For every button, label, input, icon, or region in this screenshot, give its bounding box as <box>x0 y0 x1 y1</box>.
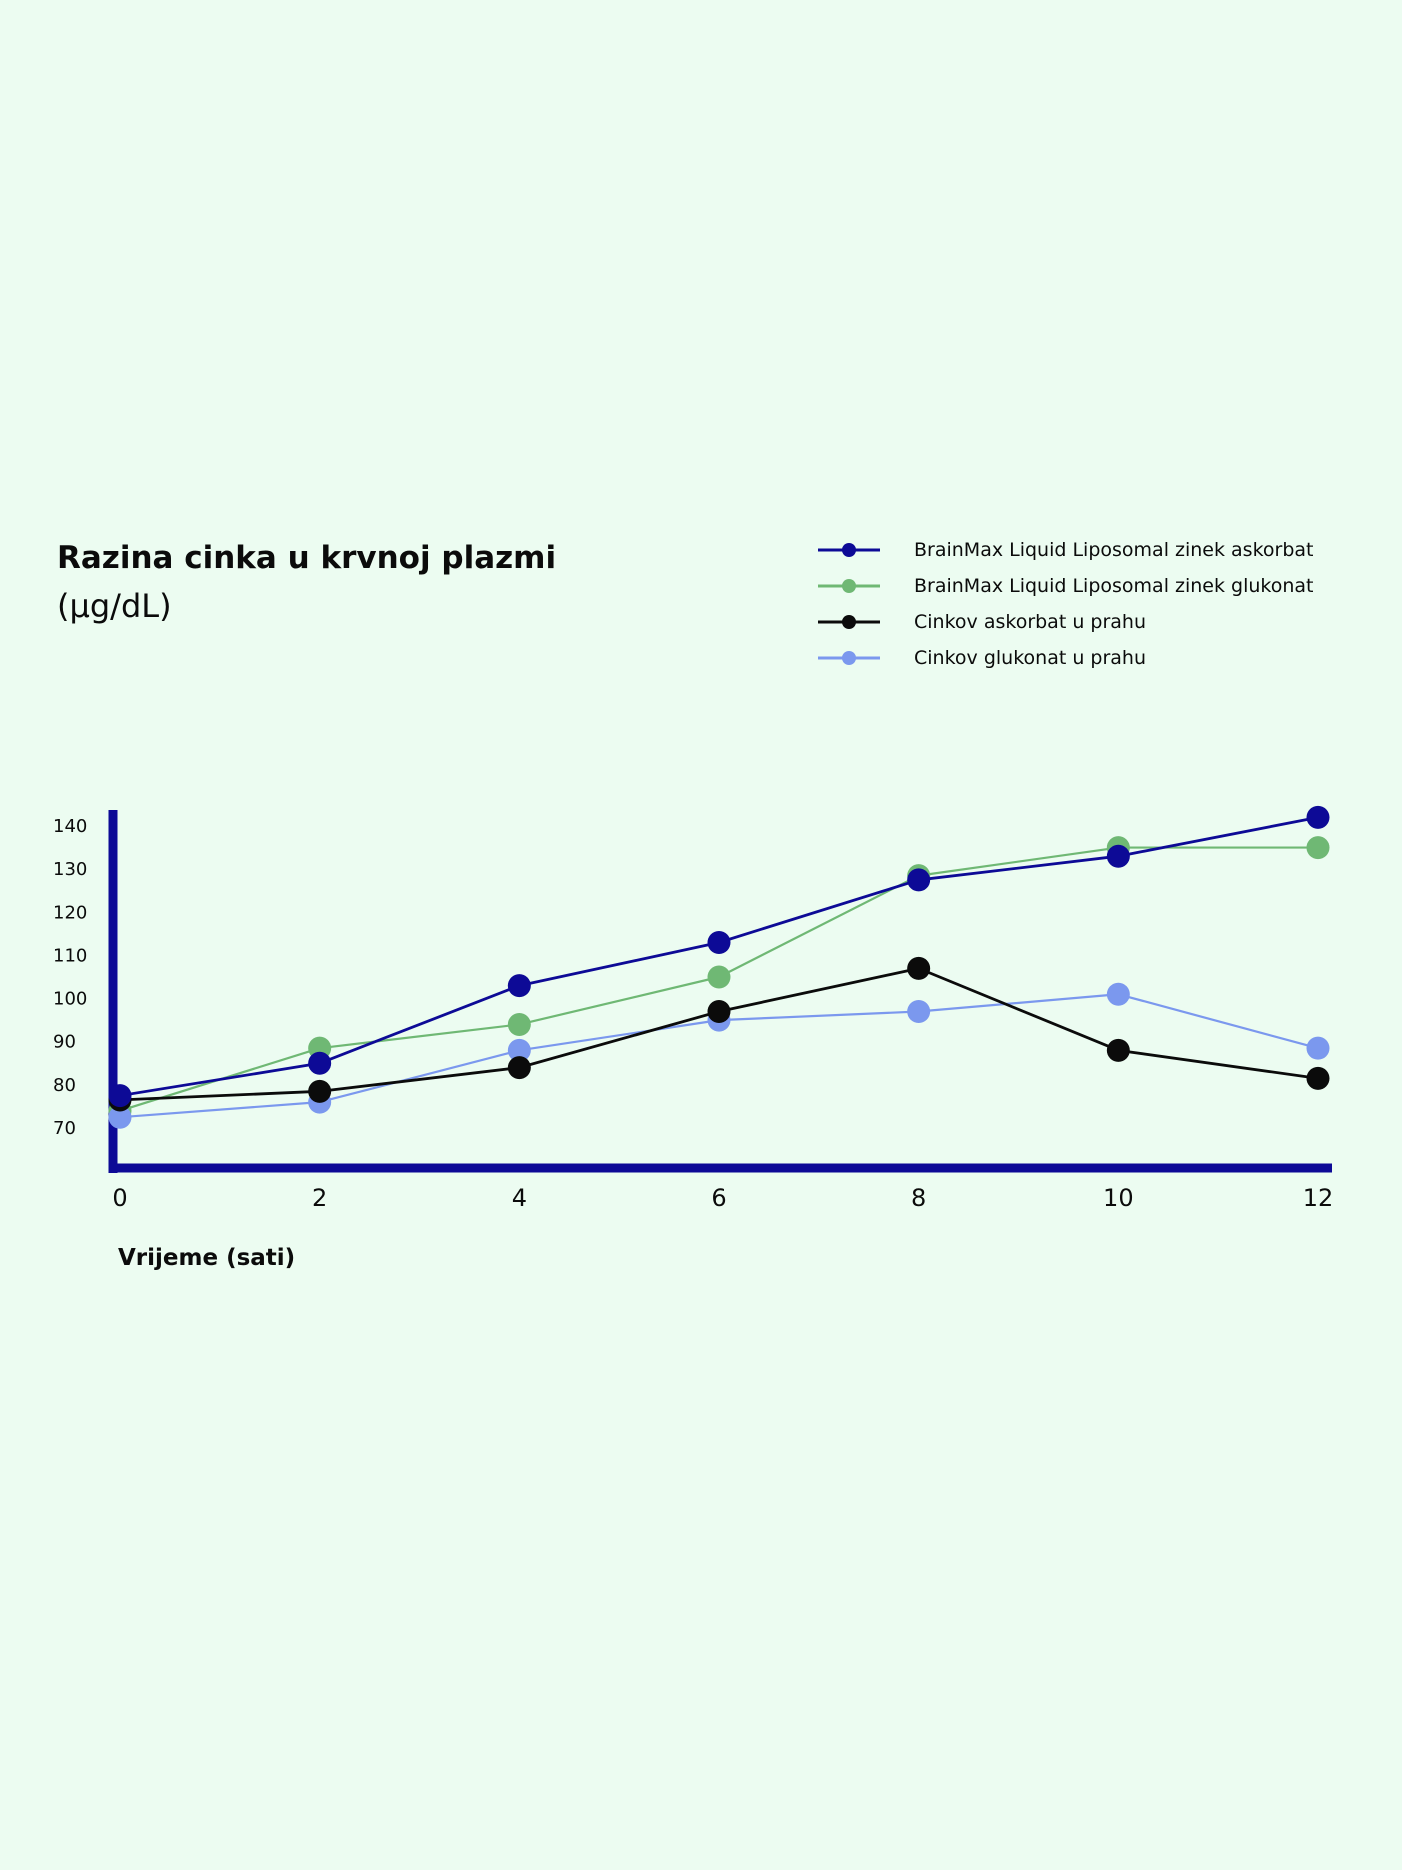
legend-swatch-marker <box>842 579 856 593</box>
legend-item: Cinkov glukonat u prahu <box>818 647 1146 669</box>
data-point <box>507 1056 531 1080</box>
x-tick-label: 4 <box>512 1184 527 1212</box>
chart-title: Razina cinka u krvnoj plazmi <box>57 540 556 576</box>
data-point <box>1306 1036 1330 1060</box>
chart-subtitle: (µg/dL) <box>57 587 172 625</box>
data-point <box>308 1051 332 1075</box>
data-point <box>507 974 531 998</box>
legend-swatch-marker <box>842 651 856 665</box>
data-point <box>1106 982 1130 1006</box>
y-tick-label: 110 <box>53 945 87 966</box>
legend-item: BrainMax Liquid Liposomal zinek askorbat <box>818 539 1314 561</box>
series-0 <box>108 805 1330 1108</box>
data-point <box>108 1084 132 1108</box>
data-point <box>707 1000 731 1024</box>
y-tick-label: 140 <box>53 816 87 837</box>
legend-swatch-marker <box>842 543 856 557</box>
data-point <box>1306 1066 1330 1090</box>
data-point <box>707 965 731 989</box>
legend-item: Cinkov askorbat u prahu <box>818 611 1146 633</box>
data-point <box>1106 1038 1130 1062</box>
legend-label: BrainMax Liquid Liposomal zinek askorbat <box>914 539 1314 561</box>
x-tick-label: 0 <box>112 1184 127 1212</box>
y-tick-label: 130 <box>53 859 87 880</box>
y-tick-label: 80 <box>53 1075 76 1096</box>
x-tick-label: 2 <box>312 1184 327 1212</box>
y-tick-label: 90 <box>53 1032 76 1053</box>
x-tick-label: 6 <box>711 1184 726 1212</box>
data-point <box>1306 836 1330 860</box>
data-point <box>907 868 931 892</box>
data-point <box>1106 844 1130 868</box>
legend-label: BrainMax Liquid Liposomal zinek glukonat <box>914 575 1314 597</box>
x-tick-label: 10 <box>1103 1184 1134 1212</box>
data-point <box>507 1012 531 1036</box>
data-point <box>907 1000 931 1024</box>
y-tick-label: 100 <box>53 989 87 1010</box>
series-2 <box>108 956 1330 1112</box>
y-tick-label: 70 <box>53 1118 76 1139</box>
data-point <box>1306 805 1330 829</box>
x-tick-label: 12 <box>1303 1184 1334 1212</box>
data-point <box>907 956 931 980</box>
legend-label: Cinkov askorbat u prahu <box>914 611 1146 633</box>
legend-swatch-marker <box>842 615 856 629</box>
legend-item: BrainMax Liquid Liposomal zinek glukonat <box>818 575 1314 597</box>
data-point <box>507 1038 531 1062</box>
data-point <box>108 1105 132 1129</box>
chart-legend: BrainMax Liquid Liposomal zinek askorbat… <box>818 539 1314 669</box>
data-point <box>308 1079 332 1103</box>
legend-label: Cinkov glukonat u prahu <box>914 647 1146 669</box>
y-axis-ticks: 140 130 120 110 100 90 80 70 <box>53 816 87 1139</box>
y-tick-label: 120 <box>53 902 87 923</box>
x-tick-label: 8 <box>911 1184 926 1212</box>
chart-axes <box>108 810 1332 1173</box>
x-axis-ticks: 0 2 4 6 8 10 12 <box>112 1184 1333 1212</box>
x-axis-label: Vrijeme (sati) <box>118 1245 295 1271</box>
data-point <box>707 930 731 954</box>
chart-series <box>108 805 1330 1129</box>
series-1 <box>108 836 1330 1123</box>
